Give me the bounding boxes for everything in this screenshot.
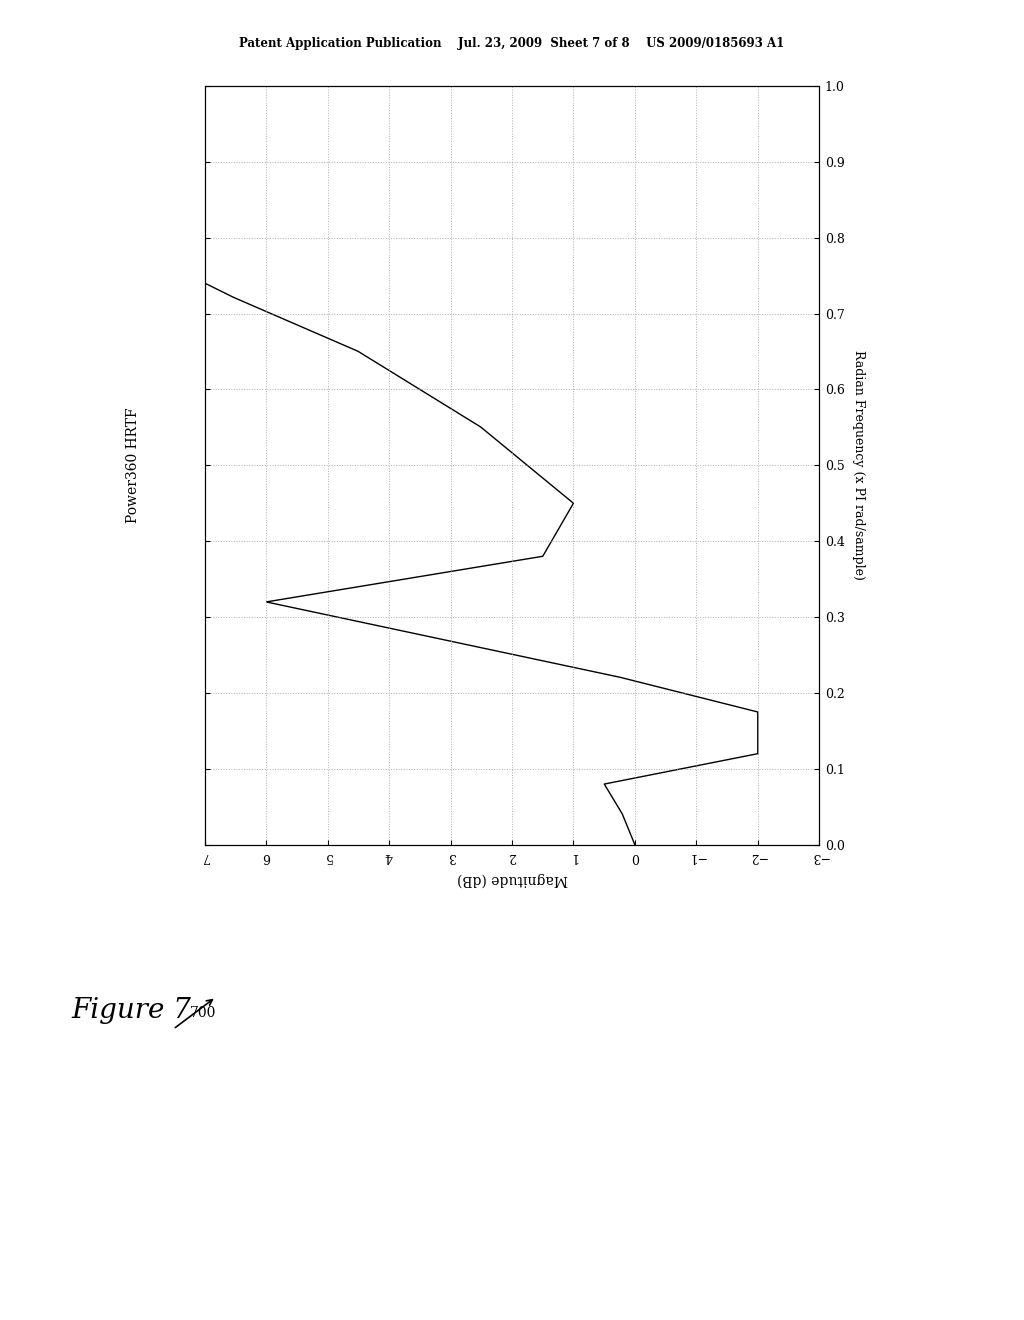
Text: Power360 HRTF: Power360 HRTF: [126, 408, 140, 523]
X-axis label: Magnitude (dB): Magnitude (dB): [457, 871, 567, 886]
Text: 700: 700: [189, 1006, 216, 1020]
Text: Figure 7: Figure 7: [72, 997, 191, 1023]
Text: Patent Application Publication    Jul. 23, 2009  Sheet 7 of 8    US 2009/0185693: Patent Application Publication Jul. 23, …: [240, 37, 784, 50]
Y-axis label: Radian Frequency (x PI rad/sample): Radian Frequency (x PI rad/sample): [852, 350, 865, 581]
